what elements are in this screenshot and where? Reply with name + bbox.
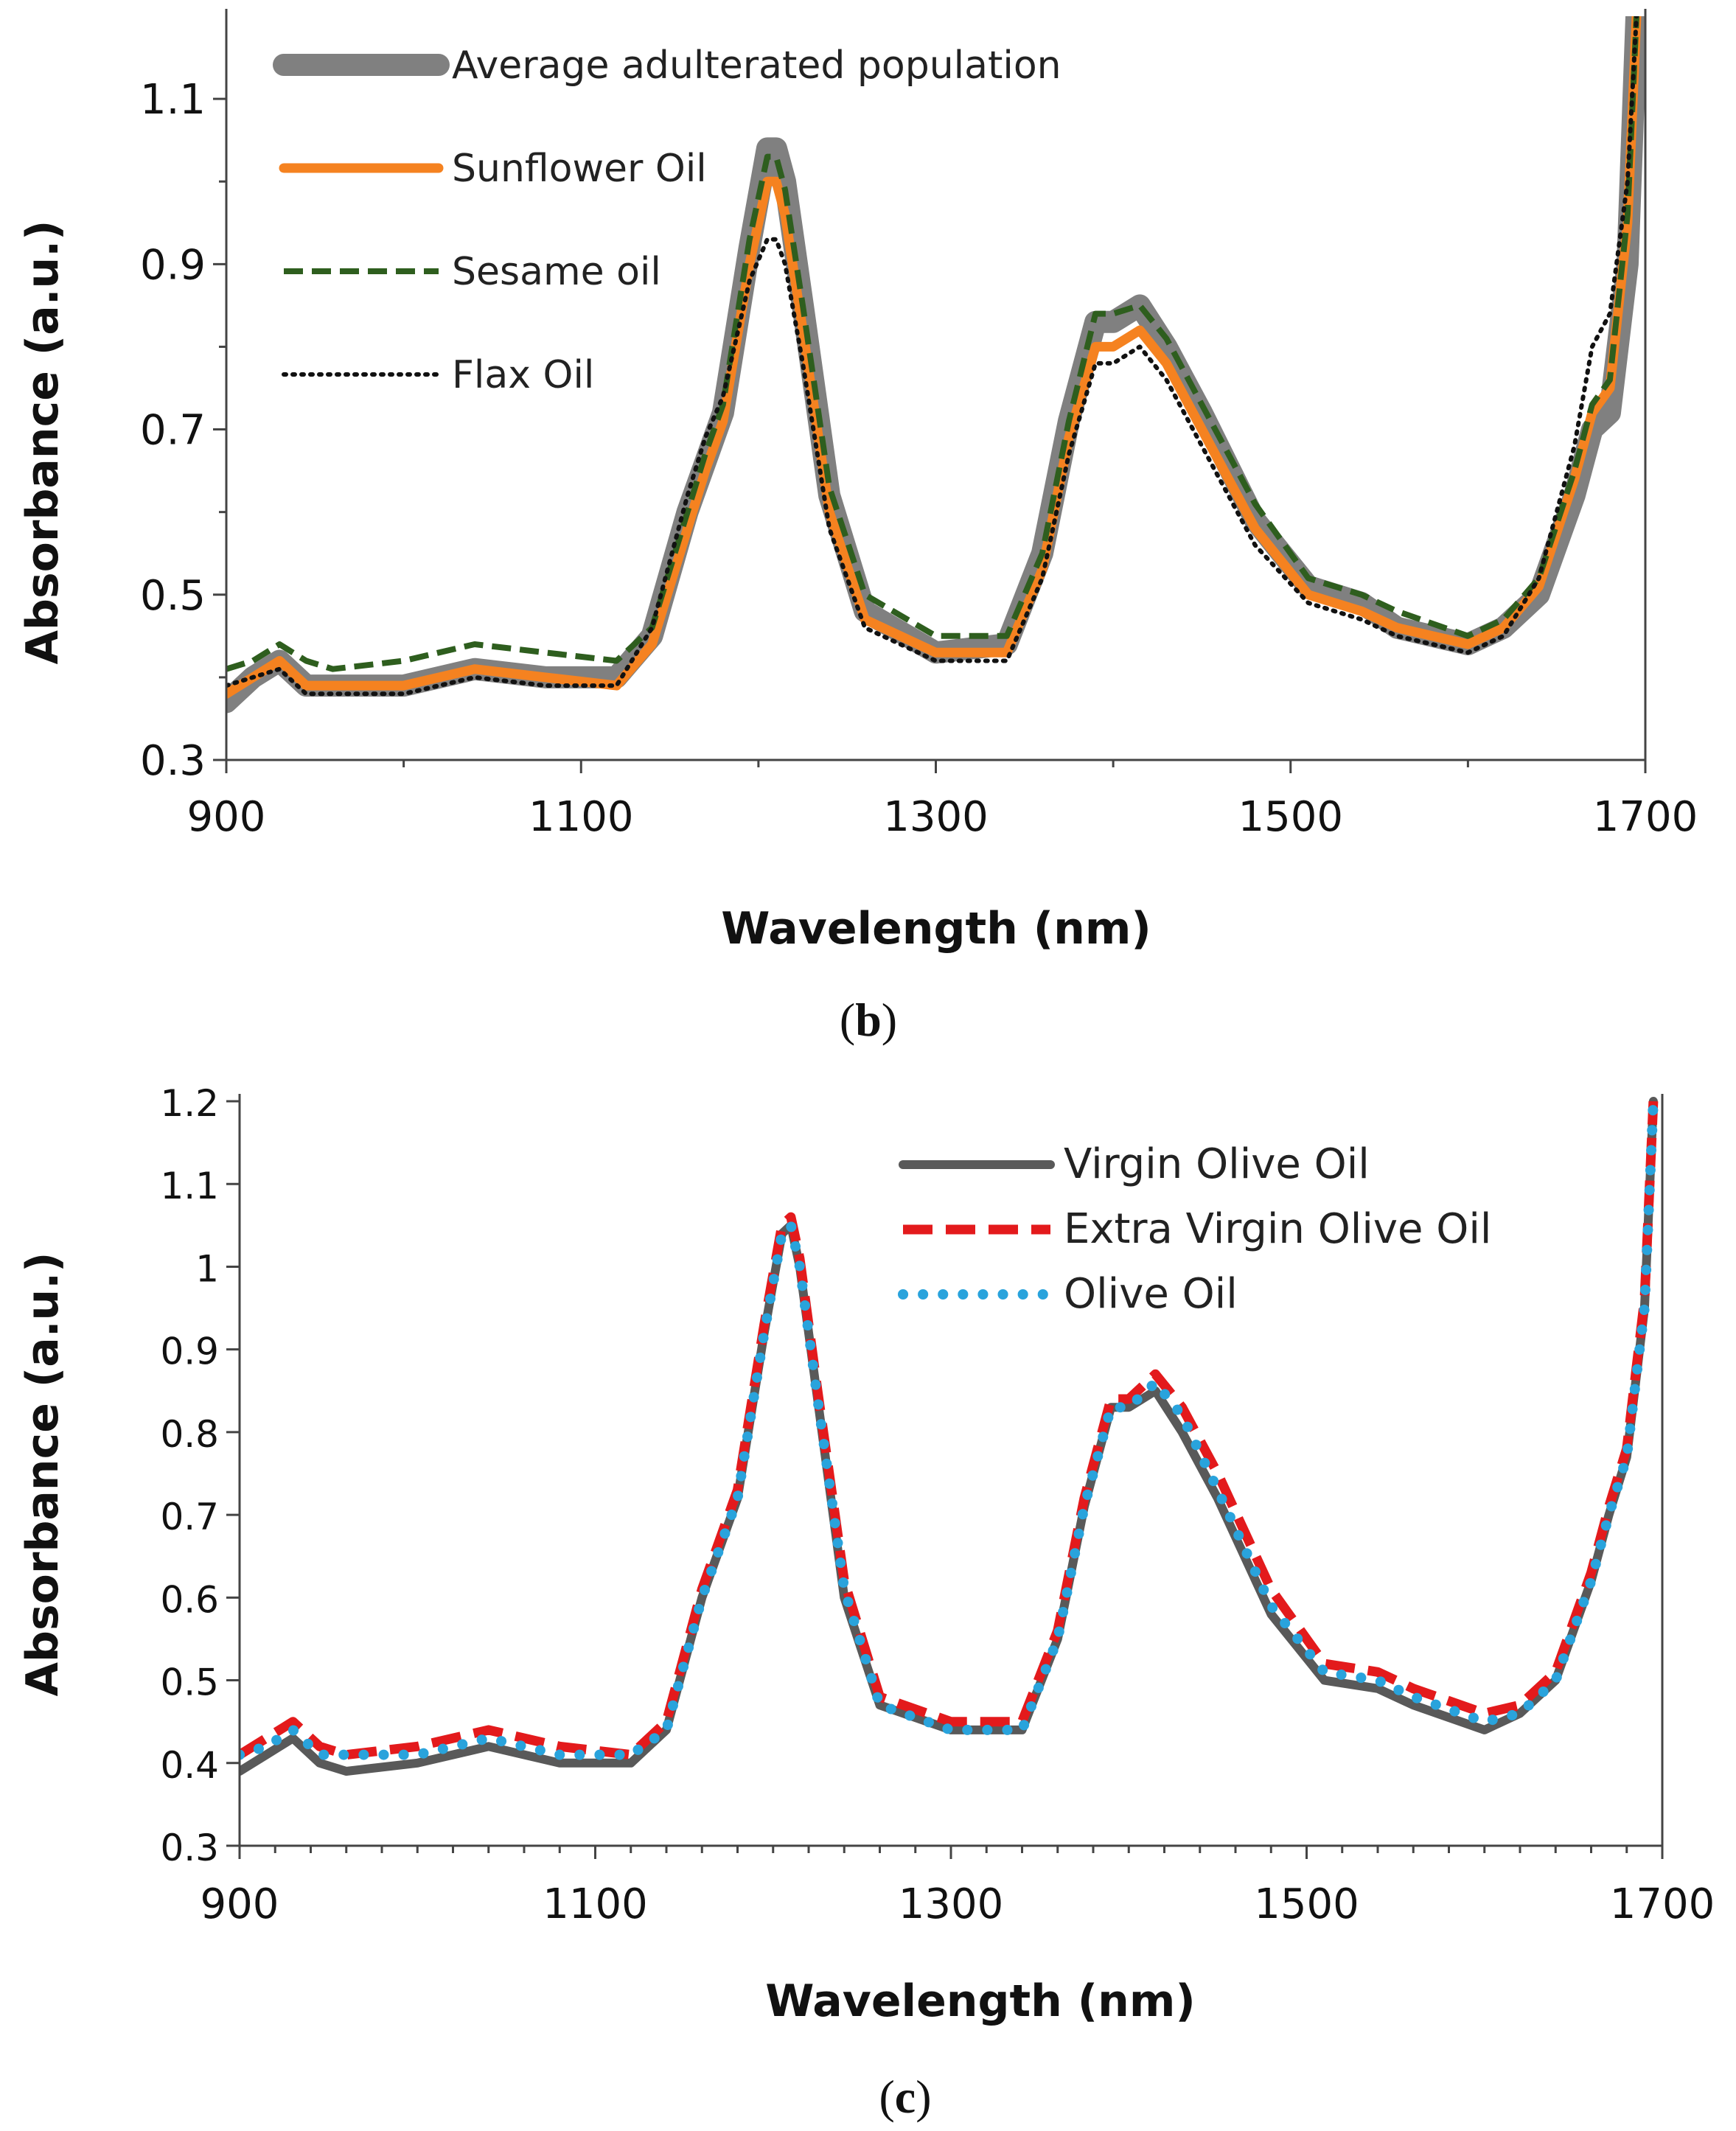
panel-label-b: (b) — [840, 994, 897, 1046]
series-line-olive-oil — [240, 1097, 1659, 1760]
legend-label-flax-oil: Flax Oil — [452, 353, 594, 397]
axes-b — [213, 9, 1647, 773]
x-tick-label: 1500 — [1254, 1880, 1359, 1928]
x-tick-label: 900 — [201, 1880, 279, 1928]
y-tick-label: 0.7 — [160, 1496, 219, 1538]
x-axis-title-c: Wavelength (nm) — [765, 1975, 1196, 2027]
series-lines-b — [226, 16, 1645, 714]
axes-c — [226, 1094, 1664, 1859]
chart-panel-c: 0.3 0.4 0.5 0.6 0.7 0.8 0.9 1 1.1 1.2 900 1100 1300 1… — [17, 1082, 1715, 2123]
x-tick-label: 1700 — [1610, 1880, 1715, 1928]
legend-label-sunflower-oil: Sunflower Oil — [452, 147, 707, 191]
legend-label-sesame-oil: Sesame oil — [452, 250, 661, 294]
y-tick-label: 1 — [195, 1247, 219, 1290]
x-tick-label: 1300 — [899, 1880, 1004, 1928]
legend-b: Average adulterated population Sunflower … — [273, 43, 1062, 397]
y-tick-label: 0.7 — [140, 407, 206, 455]
y-tick-label: 1.2 — [160, 1082, 219, 1125]
x-tick-label: 1100 — [529, 793, 634, 841]
panel-letter-c: c — [895, 2071, 916, 2123]
tick-labels-b: 0.3 0.5 0.7 0.9 1.1 900 1100 1300 1500 1700 — [140, 76, 1698, 841]
y-tick-label: 1.1 — [160, 1165, 219, 1207]
series-line-sesame-oil — [226, 16, 1639, 672]
x-tick-label: 1700 — [1593, 793, 1698, 841]
series-lines-c — [240, 1097, 1659, 1776]
y-axis-title-b: Absorbance (a.u.) — [17, 220, 69, 665]
x-tick-label: 1100 — [543, 1880, 648, 1928]
x-tick-label: 900 — [187, 793, 266, 841]
legend-label-extra-virgin-olive-oil: Extra Virgin Olive Oil — [1064, 1205, 1491, 1253]
x-tick-label: 1300 — [883, 793, 989, 841]
y-tick-label: 0.9 — [140, 241, 206, 289]
y-tick-label: 0.3 — [160, 1827, 219, 1869]
y-tick-label: 0.9 — [160, 1330, 219, 1373]
x-tick-label: 1500 — [1238, 793, 1343, 841]
y-tick-label: 0.4 — [160, 1744, 219, 1787]
legend-label-virgin-olive-oil: Virgin Olive Oil — [1064, 1140, 1370, 1188]
y-tick-label: 0.8 — [160, 1413, 219, 1456]
legend-c: Virgin Olive Oil Extra Virgin Olive Oil Ol… — [898, 1140, 1491, 1318]
y-tick-label: 1.1 — [140, 76, 206, 124]
chart-panel-b: 0.3 0.5 0.7 0.9 1.1 900 1100 1300 1500 1700 Absor… — [17, 9, 1698, 1046]
y-tick-label: 0.5 — [160, 1661, 219, 1704]
y-axis-title-c: Absorbance (a.u.) — [17, 1252, 69, 1697]
y-tick-label: 0.3 — [140, 737, 206, 785]
series-line-flax-oil — [226, 16, 1639, 697]
series-line-extra-virgin-olive-oil — [240, 1101, 1659, 1760]
y-tick-label: 0.5 — [140, 572, 206, 620]
legend-label-olive-oil: Olive Oil — [1064, 1270, 1238, 1318]
panel-letter-b: b — [855, 994, 882, 1046]
series-line-sunflower-oil — [226, 16, 1642, 699]
x-axis-title-b: Wavelength (nm) — [721, 903, 1151, 955]
legend-label-average-adulterated-population: Average adulterated population — [452, 43, 1062, 88]
panel-label-c: (c) — [879, 2071, 931, 2123]
tick-labels-c: 0.3 0.4 0.5 0.6 0.7 0.8 0.9 1 1.1 1.2 900 1100 1300 1… — [160, 1082, 1715, 1928]
y-tick-label: 0.6 — [160, 1578, 219, 1621]
